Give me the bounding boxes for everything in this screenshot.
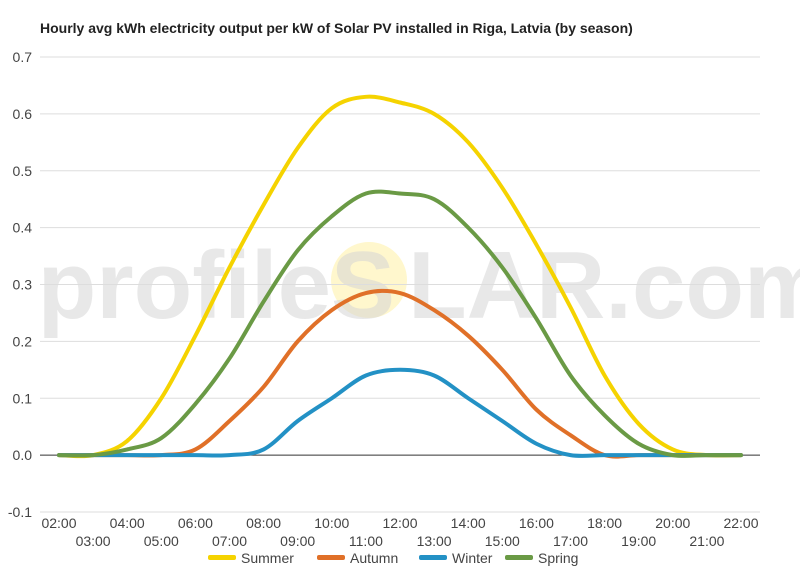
x-tick-label: 17:00 [553,533,588,549]
legend-item-summer[interactable]: Summer [208,550,294,566]
x-tick-label: 15:00 [485,533,520,549]
legend: Summer Autumn Winter Spring [208,550,578,566]
y-tick-label: 0.6 [13,106,33,122]
watermark: profileS LAR.com [38,232,800,339]
x-tick-label: 13:00 [417,533,452,549]
legend-item-winter[interactable]: Winter [419,550,493,566]
y-tick-label: 0.0 [13,447,33,463]
legend-swatch [208,555,236,560]
legend-swatch [317,555,345,560]
y-tick-label: 0.1 [13,390,33,406]
series-line-spring [57,189,743,458]
y-tick-label: 0.3 [13,277,33,293]
x-tick-label: 06:00 [178,515,213,531]
watermark-text-left: profileS [38,232,395,339]
x-tick-label: 14:00 [451,515,486,531]
x-tick-label: 18:00 [587,515,622,531]
legend-swatch [505,555,533,560]
x-tick-label: 11:00 [349,533,383,549]
x-tick-label: 10:00 [314,515,349,531]
legend-swatch [419,555,447,560]
series-line-winter [57,367,743,458]
y-tick-label: 0.4 [13,220,33,236]
legend-label: Spring [538,550,578,566]
series-lines [57,94,743,459]
x-tick-label: 16:00 [519,515,554,531]
x-tick-label: 03:00 [76,533,111,549]
legend-item-spring[interactable]: Spring [505,550,578,566]
y-tick-label: 0.7 [13,49,33,65]
x-tick-label: 02:00 [41,515,76,531]
x-tick-label: 07:00 [212,533,247,549]
legend-label: Summer [241,550,294,566]
x-tick-label: 08:00 [246,515,281,531]
legend-label: Autumn [350,550,398,566]
x-tick-label: 09:00 [280,533,315,549]
legend-label: Winter [452,550,493,566]
x-tick-label: 22:00 [723,515,758,531]
x-tick-label: 05:00 [144,533,179,549]
watermark-text-right: LAR.com [408,232,800,339]
y-axis-ticks: -0.1 0.0 0.1 0.2 0.3 0.4 0.5 0.6 0.7 [8,49,32,520]
series-line-summer [57,94,743,459]
x-tick-label: 20:00 [655,515,690,531]
x-tick-label: 21:00 [689,533,724,549]
y-tick-label: 0.5 [13,163,33,179]
y-tick-label: -0.1 [8,504,32,520]
legend-item-autumn[interactable]: Autumn [317,550,398,566]
chart-title: Hourly avg kWh electricity output per kW… [40,20,633,36]
y-tick-label: 0.2 [13,333,33,349]
x-tick-label: 12:00 [382,515,417,531]
x-tick-label: 19:00 [621,533,656,549]
x-tick-label: 04:00 [110,515,145,531]
